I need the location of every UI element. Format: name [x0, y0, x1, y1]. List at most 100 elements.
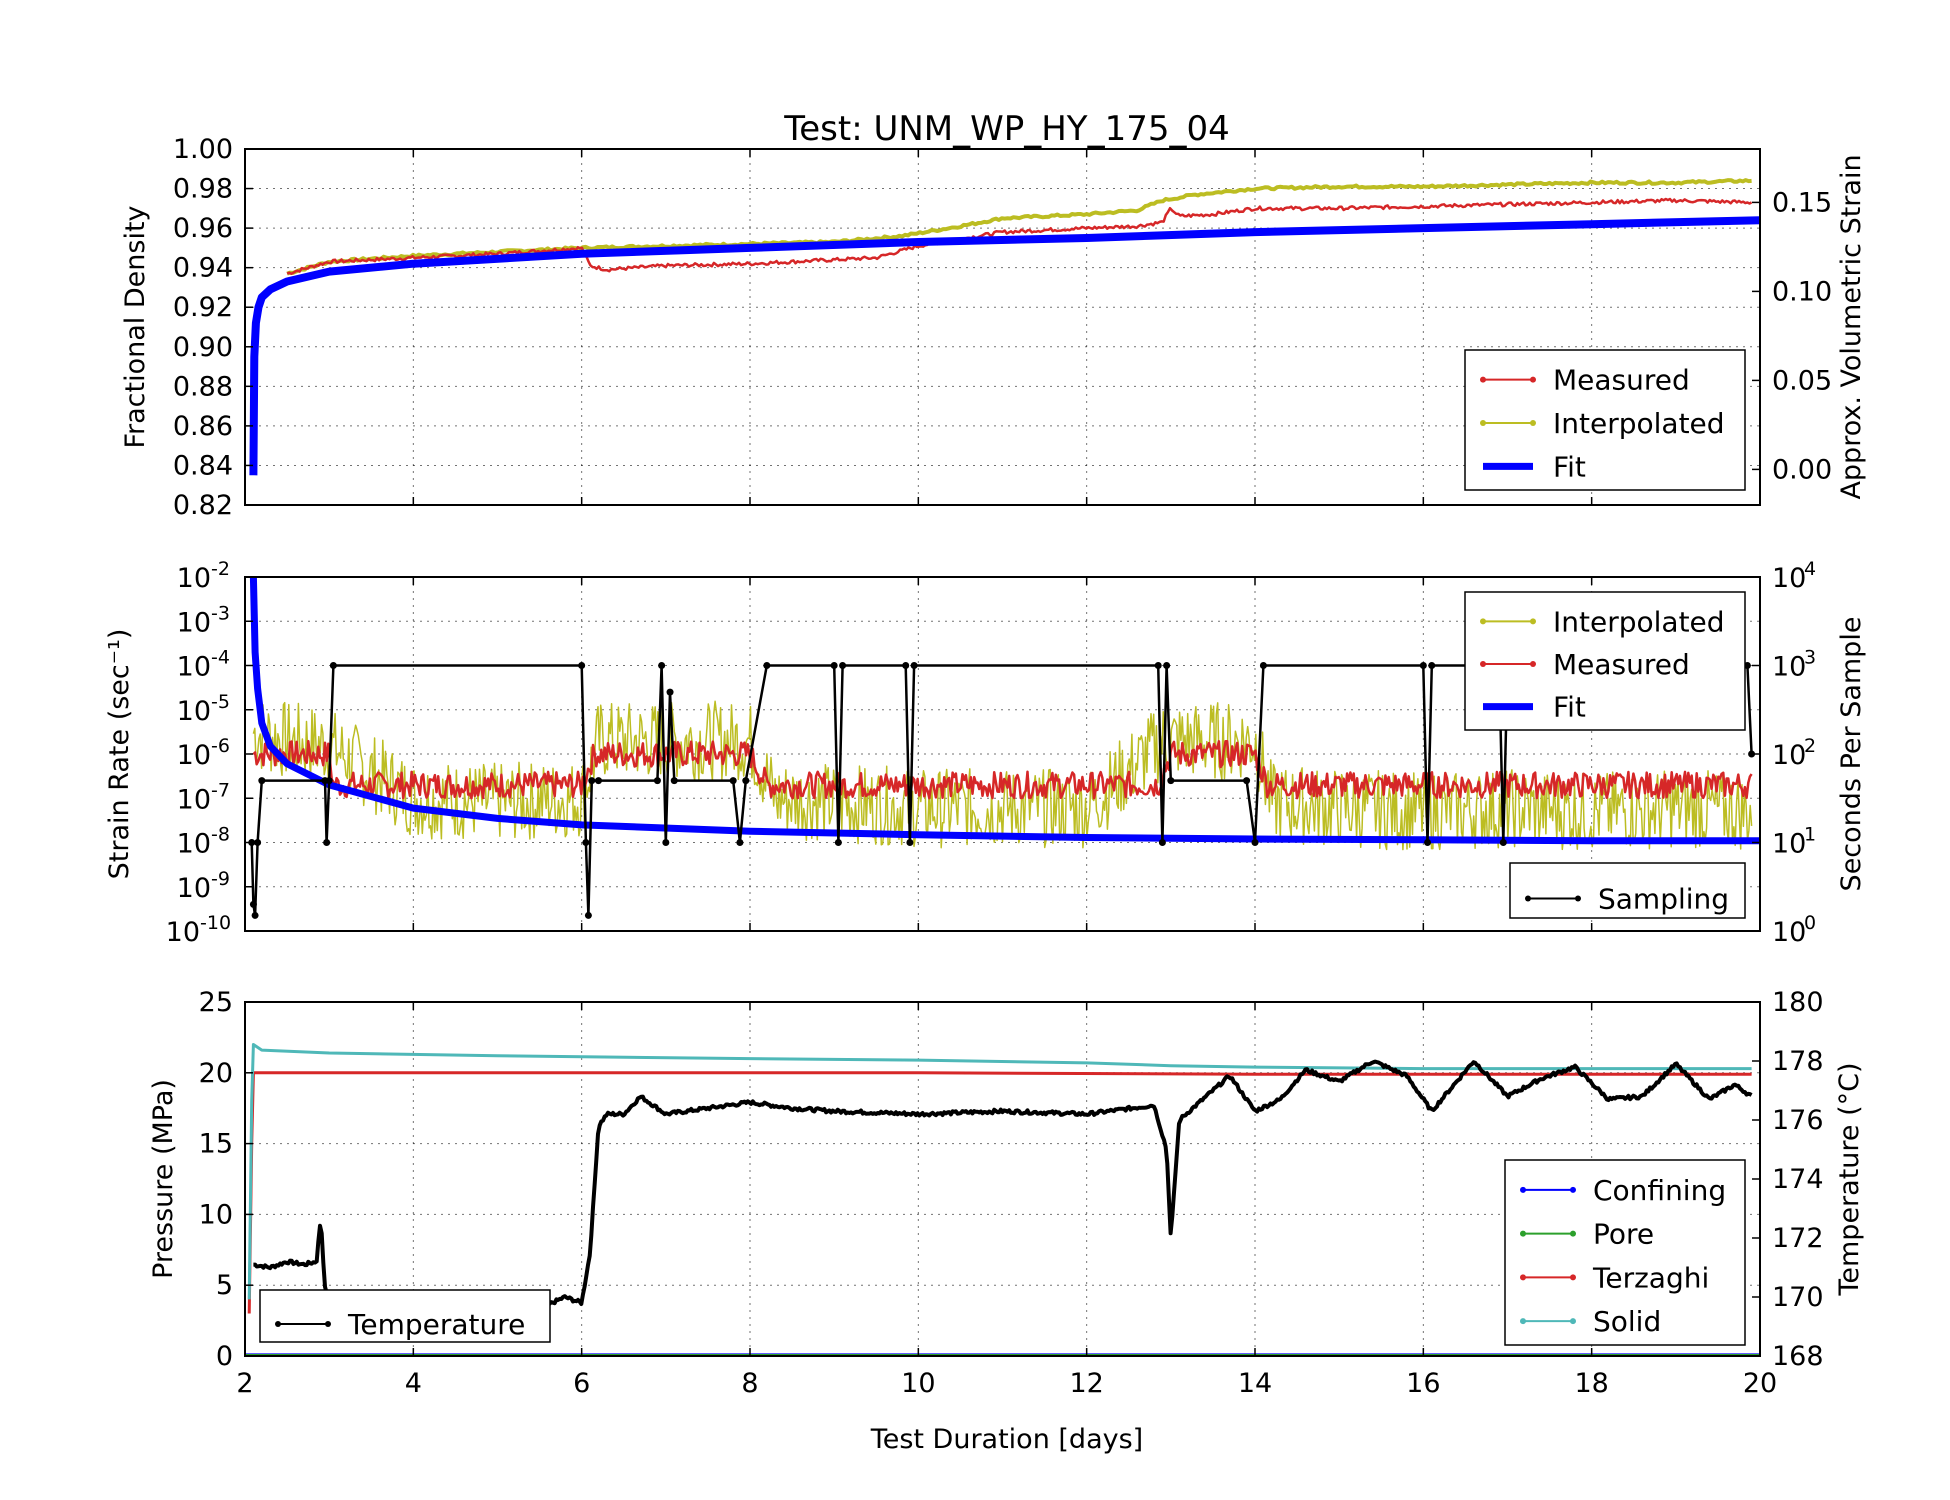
- y-tick-label: 0.86: [173, 411, 233, 442]
- sampling-point: [1154, 662, 1162, 669]
- figure-title: Test: UNM_WP_HY_175_04: [783, 109, 1230, 149]
- legend-marker-interpolated: [1530, 420, 1536, 426]
- x-tick-label: 6: [573, 1368, 590, 1399]
- sampling-point: [670, 777, 678, 785]
- sampling-point: [1251, 839, 1259, 846]
- legend-marker-solid: [1570, 1318, 1576, 1325]
- pressure-panel: 0 5 10 15 20 25 168 170 172 174 176 178 180 2 4 6 8 10 12 1…: [148, 987, 1865, 1455]
- y-right-tick-exponent: 2: [1804, 735, 1816, 757]
- density-ticks: 0.82 0.84 0.86 0.88 0.90 0.92 0.94 0.96 0.98 1.00…: [173, 134, 1832, 521]
- x-tick-label: 10: [901, 1368, 935, 1399]
- y-tick-label: 10: [177, 607, 211, 638]
- legend-marker-interpolated: [1530, 618, 1536, 625]
- y-tick-label: 20: [199, 1058, 233, 1089]
- legend-marker-measured: [1480, 661, 1486, 667]
- y-right-tick-label: 170: [1772, 1282, 1824, 1313]
- y-right-tick-label: 168: [1772, 1341, 1824, 1372]
- y-right-tick-label: 0.10: [1772, 276, 1832, 307]
- sampling-point: [742, 777, 750, 785]
- y-tick-label: 10: [177, 696, 211, 727]
- y-tick-label: 10: [177, 829, 211, 860]
- sampling-point: [254, 839, 262, 846]
- y-tick-label: 10: [177, 740, 211, 771]
- sampling-point: [588, 777, 596, 785]
- strain-rate-y-label: Strain Rate (sec⁻¹): [104, 629, 135, 880]
- sampling-point: [830, 662, 838, 669]
- legend-label-solid: Solid: [1593, 1305, 1661, 1338]
- fit-line: [249, 216, 1761, 476]
- x-tick-label: 12: [1069, 1368, 1103, 1399]
- sampling-point: [658, 662, 666, 669]
- y-right-tick-label: 180: [1772, 987, 1824, 1018]
- y-tick-exponent: -6: [211, 735, 230, 757]
- pressure-y-label: Pressure (MPa): [148, 1079, 179, 1279]
- sampling-point: [1167, 777, 1175, 785]
- y-right-tick-label: 10: [1772, 652, 1806, 683]
- y-tick-exponent: -9: [211, 868, 230, 890]
- sampling-point: [906, 839, 914, 846]
- y-right-tick-label: 10: [1772, 829, 1806, 860]
- y-right-tick-exponent: 0: [1804, 912, 1816, 934]
- strain-rate-panel: 10-210-310-410-510-610-710-810-910 -10104…: [104, 558, 1867, 948]
- legend-label-measured: Measured: [1553, 648, 1690, 681]
- temperature-y-label: Temperature (°C): [1834, 1062, 1865, 1296]
- y-tick-exponent: -8: [211, 824, 230, 846]
- y-tick-label: 10: [166, 917, 200, 948]
- pressure-ticks: 0 5 10 15 20 25 168 170 172 174 176 178 180 2 4 6 8 10 12 1…: [199, 987, 1824, 1399]
- sampling-point: [1419, 662, 1427, 669]
- sampling-point: [839, 662, 847, 669]
- legend-marker-sampling: [1575, 895, 1581, 902]
- y-tick-exponent: -2: [211, 558, 230, 580]
- density-series: [249, 178, 1761, 476]
- sampling-point: [1243, 777, 1251, 785]
- strain-rate-legends: Interpolated Measured Fit Sampling: [1464, 591, 1746, 919]
- sampling-point: [578, 662, 586, 669]
- sampling-point: [1163, 662, 1171, 669]
- legend-marker-measured: [1480, 376, 1486, 383]
- x-axis-label: Test Duration [days]: [870, 1424, 1143, 1455]
- y-tick-label: 10: [177, 784, 211, 815]
- y-tick-label: 15: [199, 1129, 233, 1160]
- sampling-point: [653, 777, 661, 785]
- legend-label-fit: Fit: [1553, 450, 1586, 483]
- legend-marker-temperature: [325, 1321, 331, 1327]
- y-tick-exponent: -3: [211, 602, 230, 624]
- y-tick-label: 0.94: [173, 253, 233, 284]
- strain-rate-ticks: 10-210-310-410-510-610-710-810-910 -10104…: [166, 558, 1816, 948]
- x-tick-label: 2: [236, 1368, 253, 1399]
- y-right-tick-label: 0.05: [1772, 365, 1832, 396]
- y-right-tick-exponent: 3: [1804, 647, 1816, 669]
- legend-label-measured: Measured: [1553, 364, 1690, 397]
- volumetric-strain-y-label: Approx. Volumetric Strain: [1836, 154, 1867, 499]
- legend-label-fit: Fit: [1553, 691, 1586, 724]
- y-right-tick-label: 10: [1772, 917, 1806, 948]
- density-grid: [245, 149, 1760, 505]
- density-axes-frame: [244, 148, 1761, 506]
- sampling-point: [249, 900, 257, 908]
- y-tick-label: 0.96: [173, 213, 233, 244]
- sampling-point: [251, 911, 259, 919]
- sampling-point: [1748, 750, 1756, 758]
- density-legend: Measured Interpolated Fit: [1464, 349, 1746, 491]
- sampling-point: [763, 662, 771, 669]
- y-right-tick-label: 174: [1772, 1164, 1824, 1195]
- sampling-point: [1499, 839, 1507, 846]
- legend-marker-terzaghi: [1520, 1274, 1526, 1281]
- sampling-point: [902, 662, 910, 669]
- legend-marker-pore: [1520, 1230, 1526, 1237]
- y-tick-exponent: -5: [211, 691, 230, 713]
- legend-label-terzaghi: Terzaghi: [1592, 1261, 1709, 1294]
- y-tick-label: 25: [199, 987, 233, 1018]
- legend-marker-interpolated: [1480, 420, 1486, 426]
- legend-marker-temperature: [275, 1321, 281, 1327]
- y-right-tick-label: 0.15: [1772, 187, 1832, 218]
- sampling-point: [1428, 662, 1436, 669]
- y-right-tick-exponent: 1: [1804, 824, 1816, 846]
- legend-label-confining: Confining: [1593, 1174, 1726, 1207]
- fit-line: [249, 576, 1760, 845]
- y-tick-label: 0.82: [173, 490, 233, 521]
- measured-line: [286, 197, 1753, 276]
- sampling-point: [666, 688, 674, 696]
- legend-label-interpolated: Interpolated: [1553, 605, 1725, 638]
- y-tick-label: 0.90: [173, 332, 233, 363]
